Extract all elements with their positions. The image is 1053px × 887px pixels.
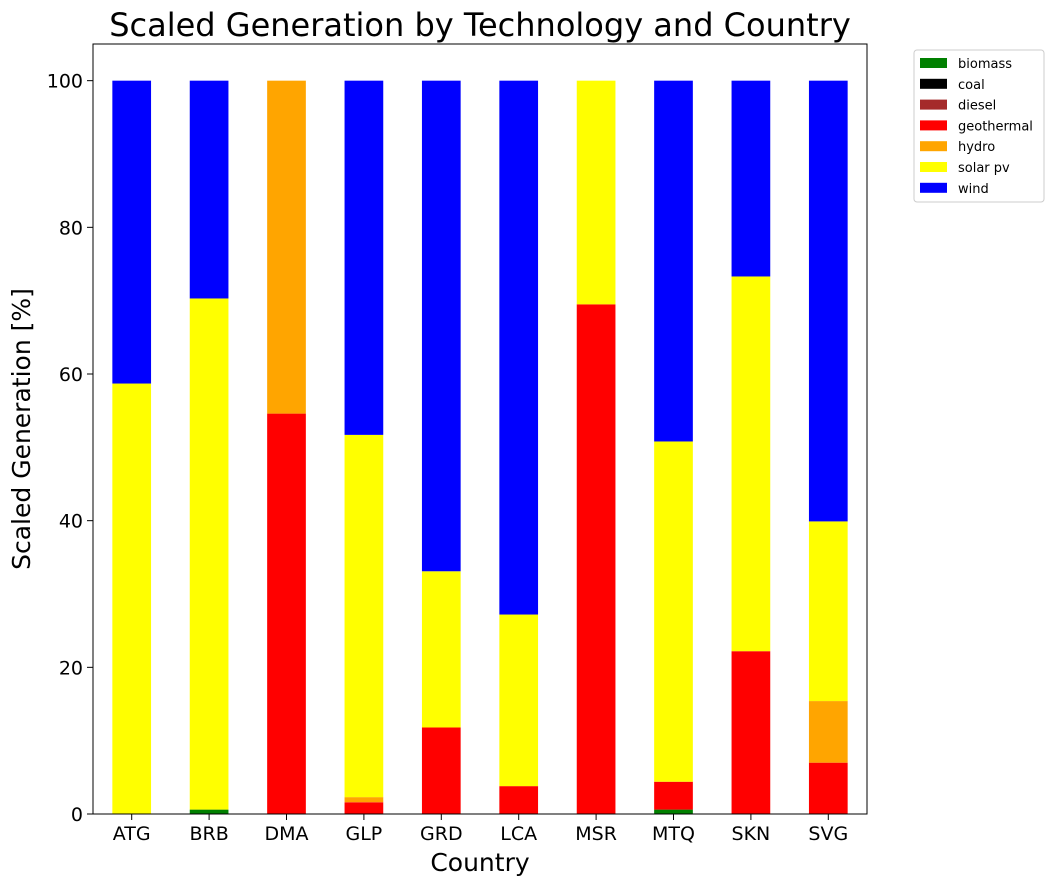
bar-msr-solar-pv [576,80,616,305]
x-tick-label-svg: SVG [808,823,848,845]
x-tick-label-grd: GRD [420,823,463,845]
bar-svg-geothermal [808,762,848,814]
x-tick-label-brb: BRB [189,823,228,845]
bar-glp-solar-pv [344,434,384,798]
bar-lca-geothermal [499,786,539,814]
x-tick-label-lca: LCA [500,823,537,845]
bar-glp-hydro [344,797,384,803]
y-axis: 0 20 40 60 80 100 [47,71,93,826]
bar-brb-biomass [189,809,229,814]
x-tick-label-msr: MSR [575,823,617,845]
bar-mtq-geothermal [654,781,693,810]
y-tick-label: 40 [59,511,83,533]
legend-swatch-wind [920,182,947,193]
legend-swatch-solar-pv [920,162,947,172]
x-tick-label-skn: SKN [732,823,771,845]
x-axis-title: Country [430,848,530,877]
y-tick-label: 60 [59,364,83,386]
bar-grd-wind [421,80,461,572]
bar-skn-wind [731,80,771,277]
x-axis: ATG BRB DMA GLP GRD LCA MSR MTQ SKN SVG [113,814,848,845]
legend-label-diesel: diesel [958,99,996,114]
chart-title: Scaled Generation by Technology and Coun… [109,6,851,44]
bar-skn-solar-pv [731,276,771,652]
legend-label-coal: coal [958,78,985,93]
y-tick-label: 100 [47,71,83,93]
bar-grd-geothermal [421,727,461,814]
bar-mtq-solar-pv [654,441,693,782]
bar-atg-solar-pv [112,383,152,814]
bar-mtq-biomass [654,809,693,814]
bar-skn-geothermal [731,651,771,814]
legend-label-wind: wind [958,182,989,197]
legend-label-biomass: biomass [958,57,1012,72]
bar-mtq-wind [654,80,693,442]
bar-glp-geothermal [344,802,384,814]
legend-swatch-hydro [920,141,947,152]
bar-svg-wind [808,80,848,522]
bars-layer [112,80,848,814]
bar-svg-hydro [808,701,848,763]
legend-swatch-diesel [920,99,947,110]
x-tick-label-glp: GLP [346,823,383,845]
bar-glp-wind [344,80,384,435]
y-axis-title: Scaled Generation [%] [7,288,36,570]
legend-swatch-biomass [920,58,947,68]
bar-brb-wind [189,80,229,299]
y-tick-label: 0 [71,804,83,826]
bar-dma-hydro [267,80,306,414]
bar-lca-wind [499,80,539,615]
bar-svg-solar-pv [808,521,848,702]
bar-brb-solar-pv [189,298,229,810]
y-tick-label: 80 [59,217,83,239]
bar-msr-geothermal [576,304,616,814]
x-tick-label-mtq: MTQ [652,823,695,845]
bar-atg-wind [112,80,152,384]
legend-swatch-coal [920,78,947,89]
x-tick-label-atg: ATG [113,823,151,845]
bar-lca-solar-pv [499,614,539,787]
legend-label-geothermal: geothermal [958,119,1033,134]
plot-frame [92,43,868,815]
x-tick-label-dma: DMA [264,823,308,845]
legend: biomass coal diesel geothermal hydro solar pv… [913,49,1045,203]
bar-grd-solar-pv [421,571,461,728]
y-tick-label: 20 [59,657,83,679]
legend-label-solar-pv: solar pv [958,161,1010,176]
bar-dma-geothermal [267,413,306,814]
legend-label-hydro: hydro [958,140,995,155]
legend-swatch-geothermal [920,120,947,131]
